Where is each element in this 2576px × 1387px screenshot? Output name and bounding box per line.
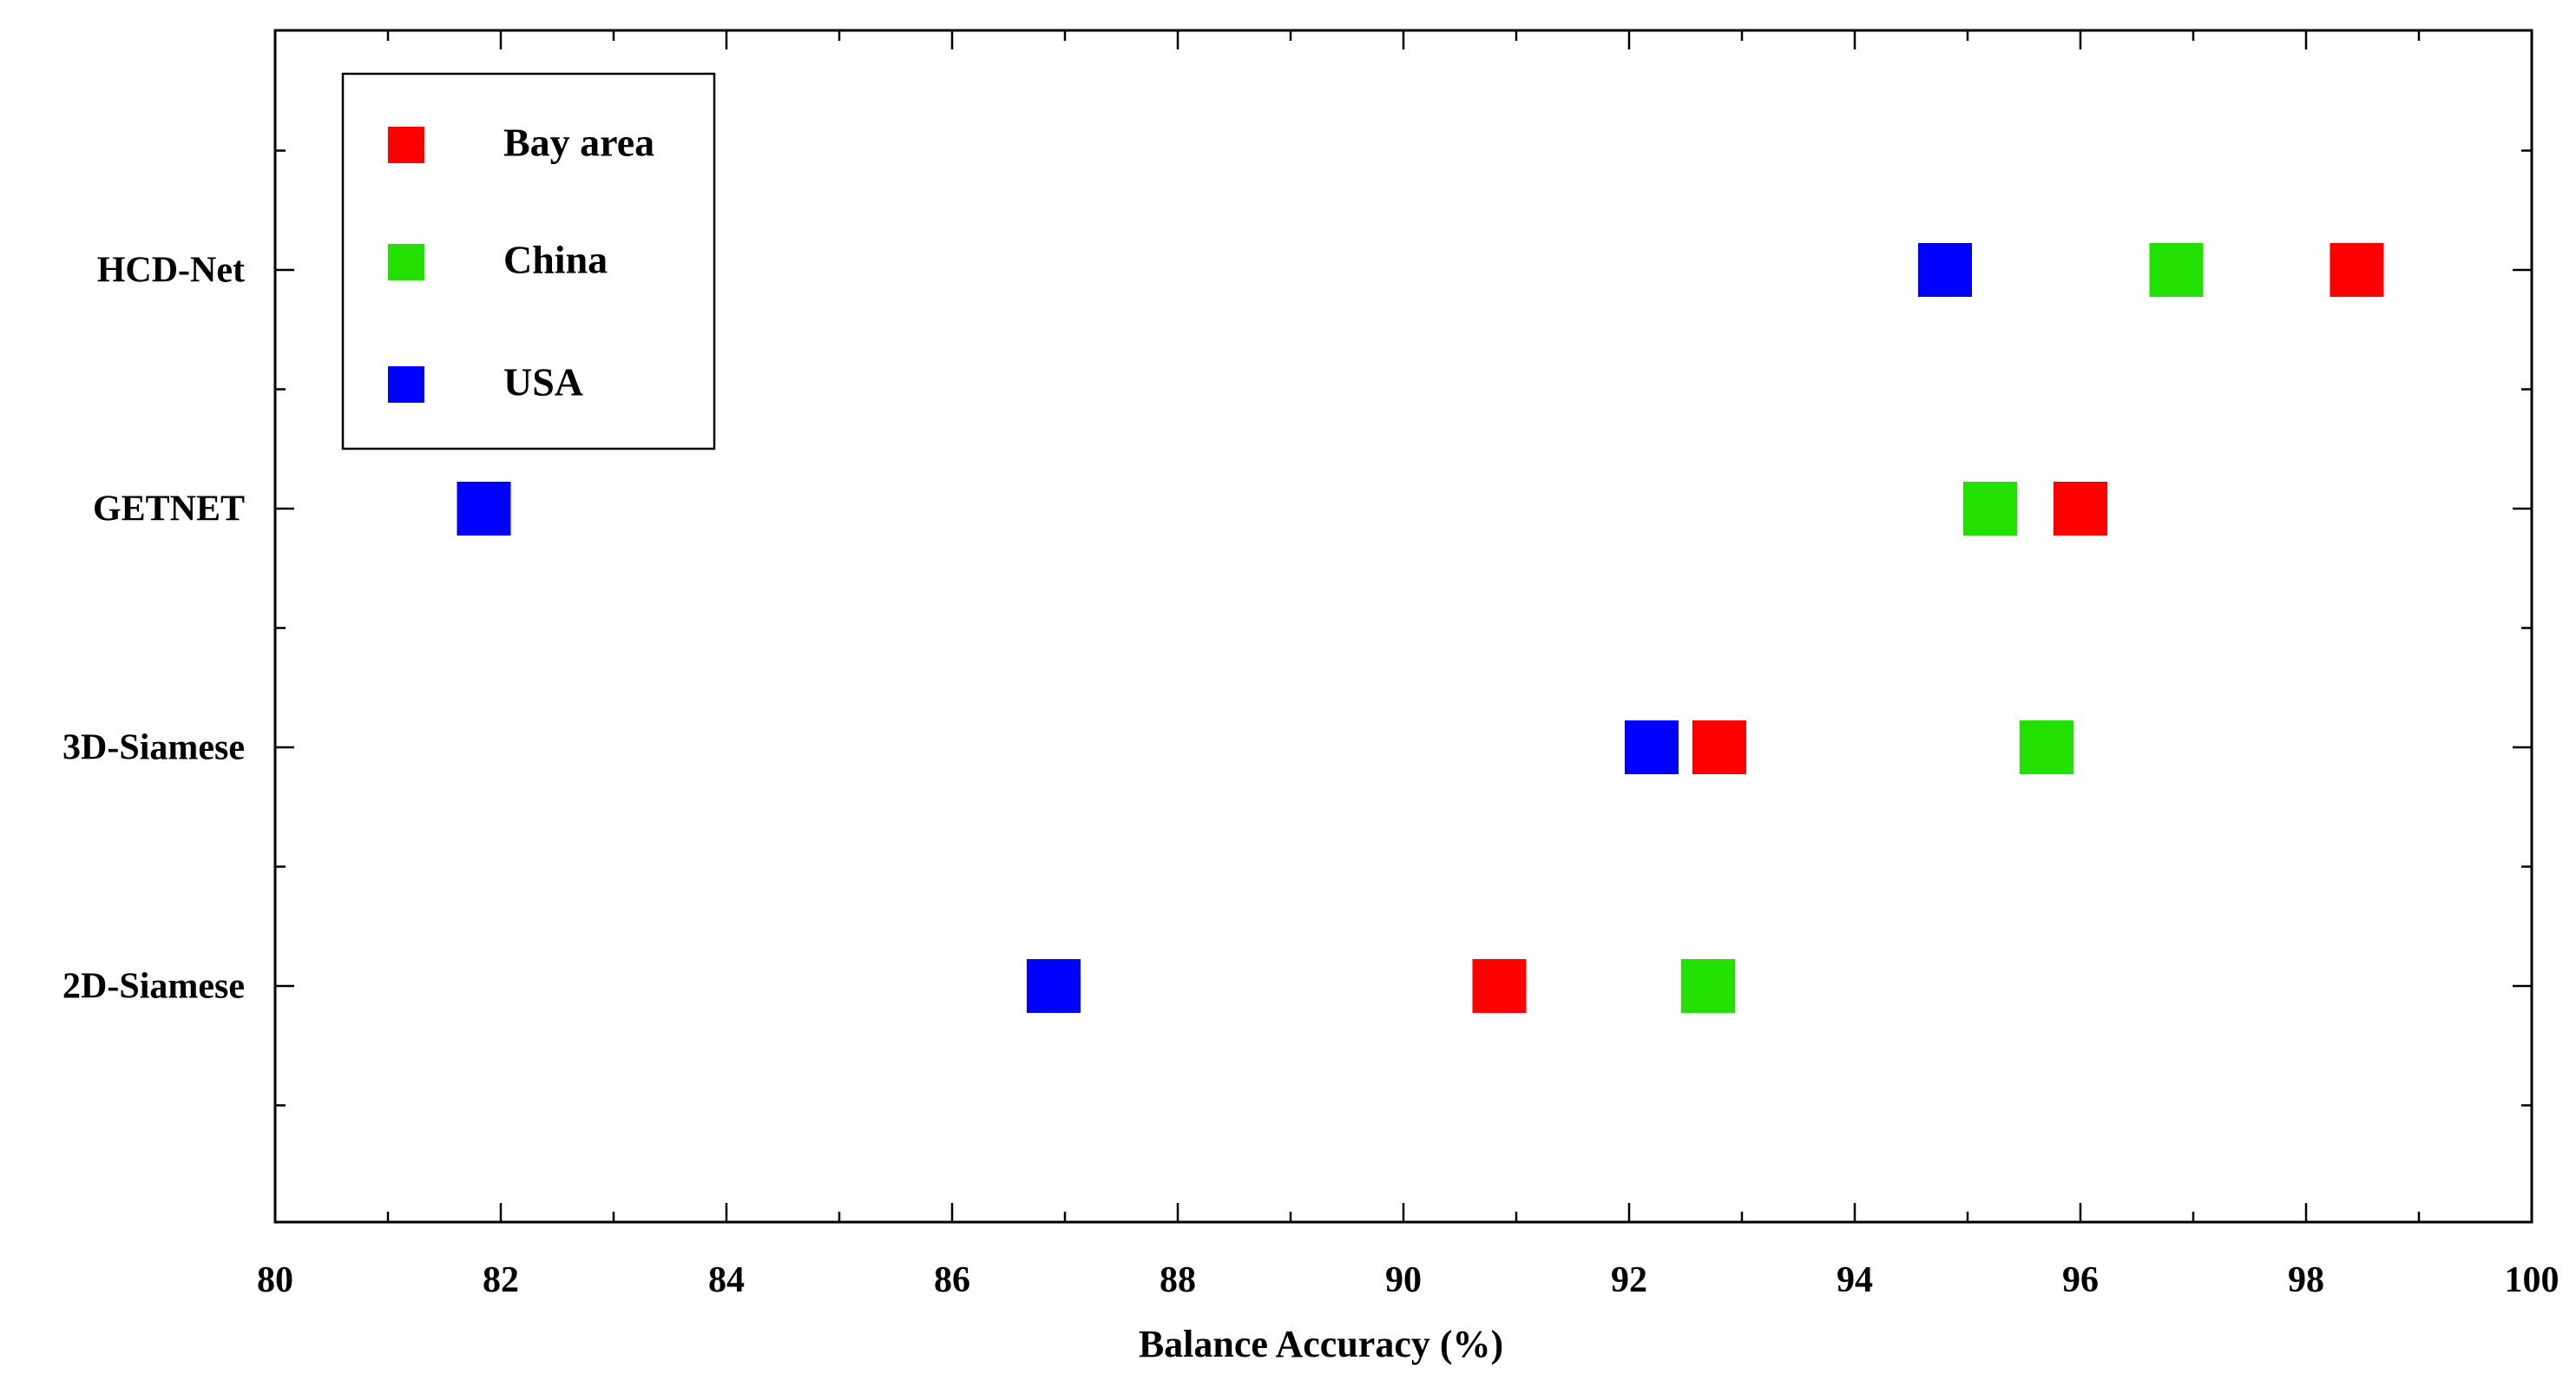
- category-label: 2D-Siamese: [62, 967, 245, 1007]
- data-point: [2054, 482, 2107, 536]
- data-point: [1681, 959, 1735, 1013]
- category-label: HCD-Net: [97, 251, 245, 291]
- x-tick-label: 86: [934, 1260, 970, 1300]
- category-label: GETNET: [93, 490, 245, 529]
- data-point: [1625, 720, 1679, 774]
- data-point: [2149, 243, 2204, 297]
- data-point: [1963, 482, 2017, 536]
- data-point: [457, 482, 511, 536]
- axis-ticks: [273, 30, 2533, 1222]
- y-category-labels: HCD-Net GETNET 3D-Siamese 2D-Siamese: [62, 251, 245, 1007]
- legend-swatch: [388, 127, 424, 163]
- x-tick-label: 80: [257, 1260, 293, 1300]
- x-tick-label: 94: [1837, 1260, 1873, 1300]
- x-tick-label: 98: [2288, 1260, 2324, 1300]
- x-tick-label: 96: [2062, 1260, 2099, 1300]
- x-axis-title: Balance Accuracy (%): [1139, 1323, 1503, 1365]
- data-points: [457, 243, 2384, 1013]
- x-tick-label: 90: [1385, 1260, 1422, 1300]
- x-tick-label: 92: [1611, 1260, 1647, 1300]
- data-point: [1918, 243, 1972, 297]
- data-point: [1027, 959, 1081, 1013]
- legend-label: China: [503, 238, 608, 282]
- data-point: [2330, 243, 2384, 297]
- x-tick-label: 82: [483, 1260, 519, 1300]
- legend-swatch: [388, 366, 424, 403]
- x-tick-label: 84: [708, 1260, 745, 1300]
- legend: Bay area China USA: [341, 72, 716, 450]
- data-point: [2020, 720, 2073, 774]
- legend-swatch: [388, 244, 424, 280]
- legend-label: Bay area: [503, 121, 654, 165]
- data-point: [1472, 959, 1527, 1013]
- category-label: 3D-Siamese: [62, 728, 245, 768]
- x-tick-label: 88: [1160, 1260, 1196, 1300]
- x-tick-labels: 80 82 84 86 88 90 92 94 96 98 100: [257, 1260, 2560, 1300]
- data-point: [1692, 720, 1746, 774]
- x-tick-label: 100: [2505, 1260, 2560, 1300]
- legend-label: USA: [503, 360, 583, 404]
